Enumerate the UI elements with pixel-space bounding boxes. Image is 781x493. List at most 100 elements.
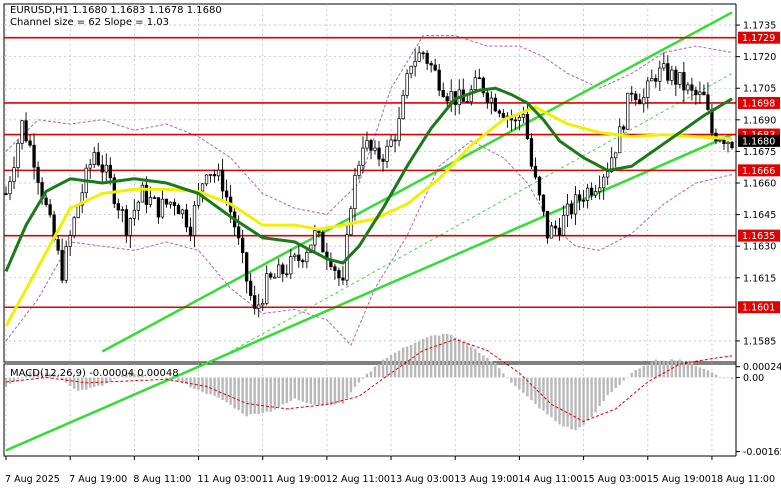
candle-body — [180, 209, 185, 215]
macd-bar — [590, 377, 593, 418]
candle-body — [465, 101, 469, 103]
x-tick-label: 14 Aug 11:00 — [518, 474, 582, 485]
macd-bar — [546, 377, 549, 415]
trend-channel — [5, 11, 733, 452]
macd-bar — [494, 363, 497, 378]
candle-body — [706, 94, 710, 110]
candle-body — [698, 91, 702, 96]
macd-bar — [169, 377, 172, 380]
candle-body — [305, 252, 309, 263]
candle-body — [285, 273, 289, 276]
macd-bar — [301, 377, 305, 402]
macd-bar — [177, 377, 180, 382]
x-tick-label: 12 Aug 11:00 — [326, 474, 390, 485]
candle-body — [116, 203, 120, 211]
macd-bar — [349, 377, 353, 393]
macd-bar — [297, 377, 301, 401]
level-price-tag — [738, 301, 780, 314]
candle-body — [618, 126, 622, 154]
level-price-tag — [738, 229, 780, 242]
candle-body — [120, 209, 124, 211]
macd-bar — [622, 377, 625, 381]
candle-body — [269, 273, 273, 278]
current-price-label: 1.1680 — [742, 136, 775, 147]
candle-body — [541, 194, 546, 212]
macd-bar — [289, 377, 292, 401]
x-tick-label: 18 Aug 11:00 — [711, 474, 775, 485]
macd-bar — [249, 377, 252, 415]
candle-body — [92, 152, 96, 166]
candle-body — [678, 72, 682, 85]
candle-body — [614, 152, 618, 159]
candle-body — [341, 277, 345, 281]
candle-body — [421, 52, 425, 55]
candle-body — [297, 254, 301, 261]
candle-body — [529, 138, 534, 167]
candle-body — [642, 97, 646, 105]
macd-bar — [157, 376, 160, 378]
candle-body — [718, 139, 722, 142]
candle-body — [132, 209, 137, 219]
macd-bar — [542, 377, 545, 411]
macd-bar — [365, 373, 369, 378]
candle-body — [80, 192, 84, 206]
macd-bar — [44, 373, 48, 378]
y-tick-label: 1.1615 — [743, 273, 776, 284]
channel-mid-line — [230, 73, 733, 352]
candle-body — [277, 264, 281, 278]
macd-bar — [89, 377, 92, 388]
candle-body — [429, 63, 433, 66]
macd-bar — [12, 377, 16, 382]
macd-bar — [321, 377, 325, 406]
macd-bar — [245, 377, 248, 417]
candle-body — [64, 246, 68, 281]
level-price-label: 1.1729 — [742, 33, 775, 44]
candle-body — [517, 117, 522, 121]
macd-bar — [237, 377, 240, 410]
horizontal-levels — [4, 36, 736, 309]
candle-body — [144, 184, 149, 205]
candle-body — [289, 256, 293, 275]
current-price-tag — [738, 134, 780, 147]
band-lower — [5, 140, 733, 347]
candle-body — [597, 187, 602, 192]
macd-bar — [353, 377, 357, 387]
macd-bar — [610, 377, 613, 393]
candle-body — [337, 270, 341, 279]
level-price-tag — [738, 96, 780, 109]
macd-bar — [56, 376, 60, 378]
macd-bar — [638, 368, 641, 378]
macd-bar — [654, 359, 657, 378]
candle-body — [265, 273, 269, 304]
candle-body — [401, 94, 405, 120]
macd-bar — [678, 359, 682, 378]
candle-body — [321, 232, 325, 253]
macd-bar — [72, 377, 76, 389]
candle-body — [176, 205, 181, 215]
macd-bar — [141, 374, 144, 378]
candle-body — [357, 164, 361, 176]
channel-label: Channel size = 62 Slope = 1.03 — [10, 17, 169, 28]
macd-bar — [36, 372, 40, 378]
candle-body — [172, 201, 177, 206]
candle-body — [293, 254, 297, 257]
time-axis: 7 Aug 2025 7 Aug 19:00 8 Aug 11:00 11 Aug 0… — [5, 456, 775, 485]
macd-bar — [714, 374, 718, 378]
candle-body — [365, 140, 369, 149]
candle-body — [253, 295, 257, 309]
candle-body — [525, 114, 530, 139]
macd-bar — [113, 377, 116, 379]
candle-body — [730, 141, 734, 149]
macd-bar — [502, 373, 505, 378]
candle-body — [164, 198, 169, 205]
candle-body — [433, 64, 437, 71]
macd-bar — [185, 377, 188, 385]
x-tick-label: 13 Aug 19:00 — [454, 474, 518, 485]
candle-body — [124, 209, 128, 236]
candle-body — [128, 218, 132, 236]
candle-body — [658, 67, 662, 82]
macd-bar — [429, 335, 433, 378]
macd-bar — [538, 377, 541, 409]
candle-body — [148, 197, 153, 205]
